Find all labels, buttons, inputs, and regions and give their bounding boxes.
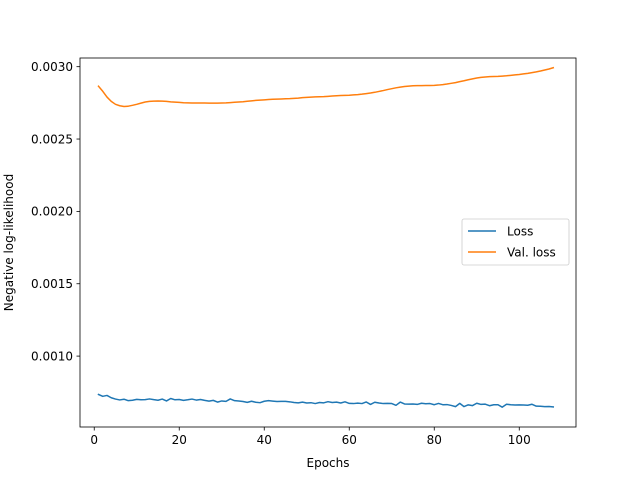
y-tick-label: 0.0030: [31, 60, 73, 74]
x-tick-label: 60: [342, 433, 357, 447]
series-line-loss: [97, 393, 555, 408]
y-tick-label: 0.0025: [31, 132, 73, 146]
y-tick-label: 0.0020: [31, 205, 73, 219]
legend-label: Val. loss: [507, 245, 556, 259]
y-tick-label: 0.0015: [31, 277, 73, 291]
y-axis-label: Negative log-likelihood: [2, 174, 16, 311]
legend-label: Loss: [507, 224, 533, 238]
series-line-val-loss: [97, 66, 555, 108]
legend: Loss Val. loss: [461, 218, 570, 266]
x-axis-label: Epochs: [307, 456, 350, 470]
x-tick-label: 40: [257, 433, 272, 447]
y-axis-ticks: 0.0010 0.0015 0.0020 0.0025 0.0030: [31, 60, 80, 363]
x-tick-label: 100: [508, 433, 531, 447]
x-tick-label: 20: [172, 433, 187, 447]
series-layer: [97, 66, 555, 408]
plot-frame: [79, 57, 577, 428]
y-tick-label: 0.0010: [31, 349, 73, 363]
x-axis-ticks: 0 20 40 60 80 100: [90, 427, 531, 447]
x-tick-label: 0: [90, 433, 98, 447]
x-tick-label: 80: [427, 433, 442, 447]
